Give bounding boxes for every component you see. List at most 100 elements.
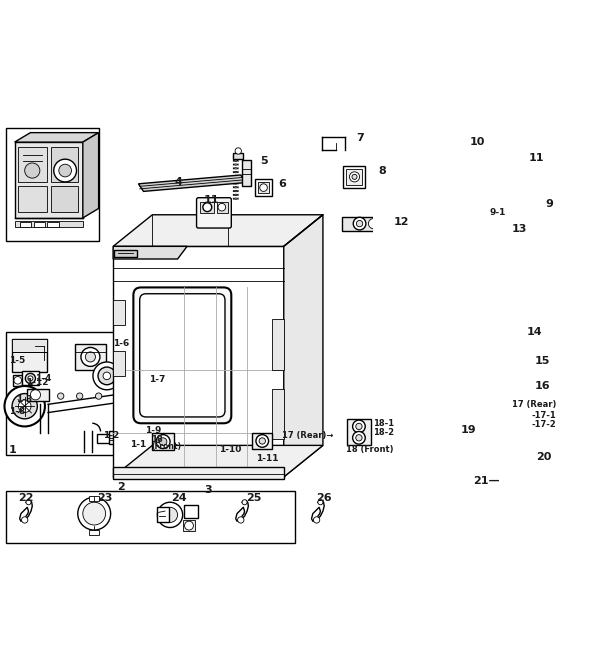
Circle shape <box>352 175 357 179</box>
Bar <box>474 381 503 391</box>
Text: 15: 15 <box>535 356 550 366</box>
Bar <box>47 222 59 227</box>
Circle shape <box>156 435 170 448</box>
Text: -17-1: -17-1 <box>532 411 556 420</box>
Text: 18: 18 <box>151 435 163 444</box>
Circle shape <box>444 178 454 188</box>
FancyBboxPatch shape <box>425 482 484 536</box>
Bar <box>480 401 516 432</box>
Circle shape <box>313 516 320 523</box>
Text: 1-4: 1-4 <box>35 374 51 383</box>
Circle shape <box>81 347 100 367</box>
Bar <box>217 201 228 213</box>
Bar <box>273 389 284 439</box>
Bar <box>19 222 31 227</box>
Circle shape <box>58 393 64 399</box>
Bar <box>347 419 371 446</box>
Circle shape <box>489 419 499 429</box>
Circle shape <box>503 408 509 414</box>
Circle shape <box>454 513 464 523</box>
Bar <box>183 520 195 531</box>
Text: 1-12: 1-12 <box>26 378 48 387</box>
Polygon shape <box>15 132 99 142</box>
Circle shape <box>185 521 194 530</box>
Bar <box>18 147 47 182</box>
Bar <box>233 153 243 159</box>
FancyBboxPatch shape <box>437 156 480 195</box>
Bar <box>113 468 284 479</box>
Bar <box>437 490 451 529</box>
Text: 11: 11 <box>529 153 545 163</box>
Text: 14: 14 <box>526 326 542 337</box>
Text: -17-2: -17-2 <box>532 420 556 429</box>
Bar <box>343 166 365 188</box>
Text: 22: 22 <box>18 494 34 503</box>
Bar <box>6 332 142 455</box>
Text: 7: 7 <box>356 132 363 142</box>
Circle shape <box>238 516 244 523</box>
Bar <box>152 433 174 450</box>
Text: 23: 23 <box>97 494 112 503</box>
Bar <box>460 160 476 174</box>
Circle shape <box>422 140 428 147</box>
Bar <box>158 507 169 522</box>
Polygon shape <box>113 446 323 477</box>
Bar <box>342 217 383 231</box>
Circle shape <box>318 500 323 505</box>
Polygon shape <box>113 246 284 477</box>
Circle shape <box>353 420 365 433</box>
Circle shape <box>18 400 31 413</box>
Circle shape <box>477 442 487 452</box>
Circle shape <box>22 516 28 523</box>
Text: 21—: 21— <box>473 476 500 486</box>
Bar <box>15 221 83 227</box>
Text: 18 (Front): 18 (Front) <box>346 446 394 454</box>
Bar <box>76 345 106 369</box>
Bar <box>252 433 273 449</box>
Circle shape <box>454 493 464 503</box>
Circle shape <box>14 377 22 384</box>
Circle shape <box>158 502 183 528</box>
Bar <box>97 434 111 443</box>
Text: 1-10: 1-10 <box>219 446 242 454</box>
Text: 4: 4 <box>175 177 182 187</box>
FancyBboxPatch shape <box>133 288 231 423</box>
Polygon shape <box>83 132 99 218</box>
Circle shape <box>26 500 31 505</box>
Bar <box>258 182 269 193</box>
Bar <box>18 187 47 211</box>
Circle shape <box>242 500 247 505</box>
Circle shape <box>463 162 473 172</box>
FancyBboxPatch shape <box>196 198 231 228</box>
Bar <box>51 187 78 211</box>
Circle shape <box>77 393 83 399</box>
Circle shape <box>444 162 454 172</box>
Bar <box>89 496 99 501</box>
Circle shape <box>5 386 45 426</box>
Bar <box>440 453 447 467</box>
Circle shape <box>476 357 483 365</box>
Bar <box>6 491 295 543</box>
Bar <box>460 176 476 190</box>
Circle shape <box>428 493 438 503</box>
Bar <box>6 128 99 241</box>
Text: 9: 9 <box>545 199 553 209</box>
Text: 1-9: 1-9 <box>145 426 161 436</box>
Bar <box>255 179 273 197</box>
Circle shape <box>159 438 167 446</box>
Bar <box>425 501 462 515</box>
Bar <box>113 351 124 376</box>
Circle shape <box>31 390 41 400</box>
Bar <box>27 389 50 401</box>
Bar <box>89 530 99 535</box>
Bar <box>273 319 284 369</box>
Text: 24: 24 <box>171 494 187 503</box>
Bar <box>109 432 130 444</box>
Bar <box>441 176 457 190</box>
Text: 12: 12 <box>394 217 409 227</box>
Text: 17 (Rear): 17 (Rear) <box>512 400 556 409</box>
Text: 1: 1 <box>9 446 17 456</box>
Circle shape <box>356 423 362 429</box>
Text: 3: 3 <box>204 484 212 494</box>
Circle shape <box>353 217 366 230</box>
